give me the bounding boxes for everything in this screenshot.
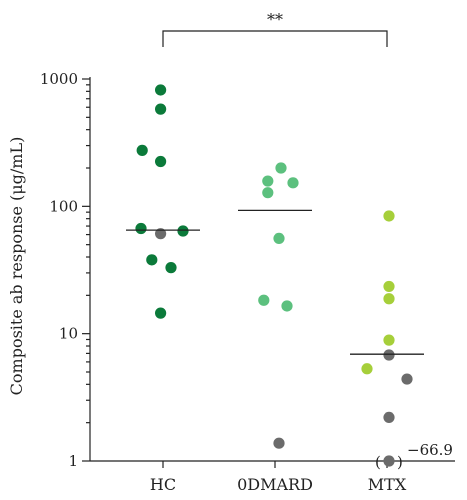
data-point [383, 349, 395, 361]
y-tick-label: 10 [59, 325, 78, 343]
data-point [383, 411, 395, 423]
data-point [275, 162, 287, 174]
data-point [273, 232, 285, 244]
bracket-open: ( [375, 453, 381, 471]
data-point [135, 222, 147, 235]
data-point [155, 84, 167, 96]
data-points: ()−66.9 [135, 84, 453, 471]
data-point [383, 334, 395, 346]
y-tick-label: 1000 [40, 70, 78, 88]
data-point [258, 294, 270, 306]
data-point [383, 293, 395, 305]
bracket-line [162, 30, 388, 47]
data-point [281, 300, 293, 312]
data-point [155, 155, 167, 168]
y-axis-label: Composite ab response (μg/mL) [7, 137, 26, 396]
data-point [136, 144, 148, 156]
data-point [177, 225, 189, 237]
significance-bracket: ** [162, 10, 388, 47]
data-point [273, 437, 285, 449]
bracket-close: ) [397, 453, 403, 471]
data-point [401, 373, 413, 385]
data-point [383, 455, 395, 467]
x-tick-label: 0DMARD [237, 475, 313, 494]
point-annotation: −66.9 [407, 441, 453, 459]
axes: 1 10 100 1000 HC 0DMARD MTX [40, 70, 455, 494]
data-point [383, 210, 395, 222]
data-point [361, 363, 373, 375]
data-point [155, 307, 167, 319]
y-tick-label: 100 [49, 197, 78, 215]
data-point [262, 175, 274, 187]
x-tick-label: HC [150, 475, 176, 494]
x-tick-label: MTX [368, 475, 407, 494]
data-point [287, 177, 299, 189]
data-point [383, 280, 395, 293]
data-point [165, 262, 177, 274]
median-lines [126, 209, 424, 355]
data-point [155, 228, 167, 240]
data-point [146, 254, 158, 266]
significance-label: ** [267, 10, 283, 29]
y-tick-label: 1 [68, 452, 78, 470]
data-point [262, 187, 274, 199]
data-point [155, 103, 167, 115]
